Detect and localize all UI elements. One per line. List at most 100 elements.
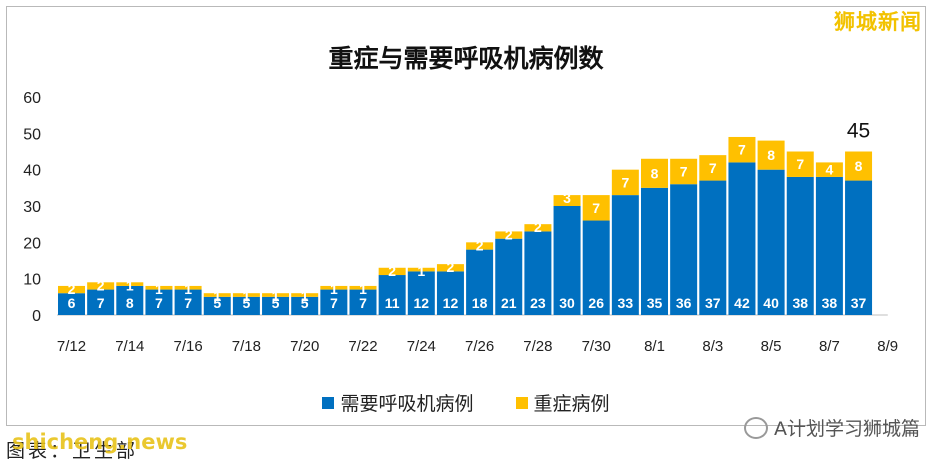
x-tick-label: 7/28 [523,338,552,355]
x-tick-label: 7/12 [57,338,86,355]
bar-severe [728,136,756,163]
data-label-severe: 2 [68,281,76,297]
bar-severe [670,158,698,185]
bar-ventilator [232,296,260,315]
bar-ventilator [641,187,668,315]
data-label-severe: 7 [592,200,600,216]
bar-ventilator [145,289,173,315]
data-label-severe: 8 [767,147,775,163]
bar-severe [87,282,115,290]
data-label-severe: 8 [651,165,659,181]
chart-legend: 需要呼吸机病例 重症病例 [7,389,925,416]
data-label-ventilator: 33 [618,295,634,311]
bar-ventilator [320,289,348,315]
data-label-severe: 7 [796,156,804,172]
data-label-severe: 1 [417,263,425,279]
bar-severe [786,151,814,177]
y-tick-label: 60 [23,90,41,107]
data-label-ventilator: 38 [792,295,808,311]
bar-ventilator [845,180,873,315]
bar-ventilator [495,238,523,315]
data-label-severe: 7 [680,163,688,179]
bar-severe [262,293,290,297]
bar-ventilator [524,231,552,315]
data-label-severe: 2 [505,226,513,242]
bar-severe [699,155,727,181]
bar-ventilator [815,176,843,315]
total-annotation: 45 [847,120,870,143]
data-label-ventilator: 5 [272,295,280,311]
legend-item-ventilator: 需要呼吸机病例 [322,389,474,416]
bar-severe [291,293,319,297]
data-label-ventilator: 18 [472,295,488,311]
data-label-severe: 2 [534,219,542,235]
bar-ventilator [436,271,464,315]
x-tick-label: 8/3 [702,338,723,355]
data-label-severe: 7 [621,174,629,190]
data-label-ventilator: 23 [530,295,546,311]
chart-credit: 图表：卫生部 [6,440,139,462]
data-label-severe: 1 [213,288,221,304]
bar-ventilator [87,289,115,315]
data-label-severe: 1 [359,281,367,297]
data-label-severe: 2 [97,277,105,293]
bar-severe [232,293,260,297]
bar-ventilator [553,206,581,315]
bar-severe [407,267,435,272]
data-label-ventilator: 35 [647,295,663,311]
bar-ventilator [407,271,435,315]
x-tick-label: 8/9 [877,338,898,355]
x-tick-label: 7/26 [465,338,494,355]
x-tick-label: 8/7 [819,338,840,355]
data-label-ventilator: 40 [763,295,779,311]
bar-severe [378,267,406,276]
data-label-ventilator: 12 [414,295,430,311]
legend-label-severe: 重症病例 [533,393,610,415]
bar-severe [611,169,639,196]
x-tick-label: 8/1 [644,338,665,355]
y-tick-label: 40 [23,163,41,180]
data-label-ventilator: 26 [588,295,604,311]
bar-severe [815,162,843,177]
bar-ventilator [291,296,319,315]
bar-severe [349,285,377,290]
bar-ventilator [728,162,756,315]
data-label-ventilator: 11 [385,295,400,311]
bar-severe [320,285,348,290]
bar-ventilator [116,285,144,315]
data-label-severe: 8 [855,158,863,174]
data-label-severe: 1 [126,277,134,293]
y-tick-label: 10 [23,272,41,289]
data-label-ventilator: 37 [851,295,867,311]
data-label-severe: 1 [330,281,338,297]
bar-ventilator [757,169,785,315]
data-label-severe: 1 [243,288,251,304]
data-label-ventilator: 7 [184,295,192,311]
x-tick-label: 7/20 [290,338,319,355]
y-tick-label: 30 [23,199,41,216]
chart-frame: 重症与需要呼吸机病例数 0 10 20 30 40 50 60 6 2 7 2 8 1 7 1 7 1 5 1 5 1 5… [6,6,926,426]
data-label-ventilator: 7 [330,295,338,311]
x-tick-label: 7/14 [115,338,144,355]
bar-severe [174,285,202,290]
bar-ventilator [174,289,202,315]
data-label-ventilator: 5 [213,295,221,311]
bar-ventilator [203,296,231,315]
x-tick-label: 7/22 [348,338,377,355]
bar-ventilator [349,289,377,315]
bar-severe [145,285,173,290]
data-label-ventilator: 8 [126,295,134,311]
bar-severe [495,231,523,239]
data-label-ventilator: 21 [501,295,517,311]
data-label-ventilator: 5 [301,295,309,311]
bar-severe [466,242,494,250]
bar-severe [203,293,231,297]
chart-title: 重症与需要呼吸机病例数 [328,44,604,73]
bar-ventilator [786,176,814,315]
watermark-account: A计划学习狮城篇 [744,414,920,441]
data-label-severe: 3 [563,190,571,206]
data-label-severe: 1 [155,281,163,297]
watermark-account-text: A计划学习狮城篇 [774,418,920,440]
data-label-ventilator: 42 [734,295,750,311]
